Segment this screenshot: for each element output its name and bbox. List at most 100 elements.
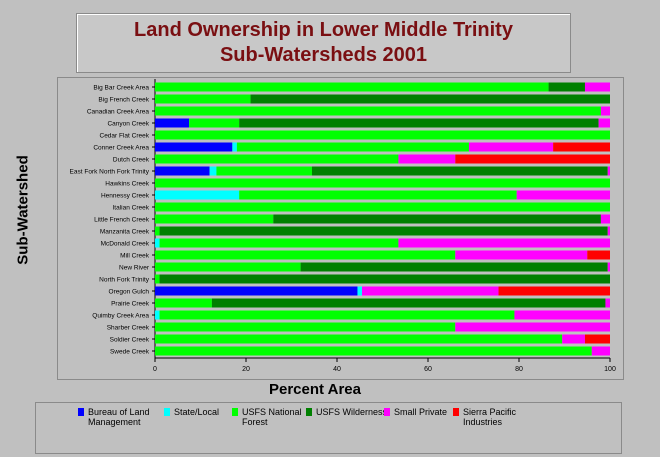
- bar-segment: [553, 142, 610, 152]
- x-tick-label: 80: [515, 366, 523, 373]
- category-label: Hawkins Creek: [105, 181, 149, 188]
- bar-segment: [607, 226, 610, 236]
- bar-segment: [598, 118, 610, 128]
- category-label: Big Bar Creek Area: [93, 85, 149, 92]
- bar-segment: [600, 106, 610, 116]
- legend-swatch: [164, 408, 170, 416]
- bar-segment: [159, 274, 611, 284]
- legend-label: State/Local: [174, 407, 220, 417]
- bar-segment: [239, 118, 599, 128]
- bar-segment: [398, 154, 456, 164]
- x-tick-label: 60: [424, 366, 432, 373]
- category-label: Prairie Creek: [111, 301, 150, 308]
- category-label: McDonald Creek: [101, 241, 150, 248]
- bar-segment: [584, 334, 610, 344]
- category-label: Mill Creek: [120, 253, 150, 260]
- bar-segment: [587, 250, 610, 260]
- bar-segment: [600, 214, 610, 224]
- category-label: Manzanita Creek: [100, 229, 150, 236]
- bar-segment: [155, 178, 610, 188]
- category-label: Oregon Gulch: [109, 289, 150, 296]
- bar-segment: [159, 310, 515, 320]
- legend-label: USFS Wilderness: [316, 407, 388, 417]
- bar-segment: [155, 250, 456, 260]
- x-tick-label: 0: [153, 366, 157, 373]
- category-label: Big French Creek: [98, 97, 149, 104]
- legend-label: Sierra Pacific Industries: [463, 407, 517, 427]
- bar-segment: [155, 142, 233, 152]
- category-label: Dutch Creek: [113, 157, 150, 164]
- bar-segment: [548, 82, 585, 92]
- category-label: Conner Creek Area: [93, 145, 149, 152]
- bar-segment: [159, 238, 399, 248]
- category-label: East Fork North Fork Trinity: [70, 169, 150, 176]
- bar-segment: [155, 106, 601, 116]
- y-axis-label-wrap: Sub-Watershed: [15, 155, 33, 264]
- bar-segment: [155, 274, 160, 284]
- bar-segment: [591, 346, 610, 356]
- legend-label: Small Private: [394, 407, 448, 417]
- bar-segment: [239, 190, 517, 200]
- bar-segment: [468, 142, 554, 152]
- bar-segment: [398, 238, 610, 248]
- bar-segment: [155, 130, 610, 140]
- bar-segment: [311, 166, 608, 176]
- bar-segment: [607, 262, 610, 272]
- bar-segment: [455, 154, 610, 164]
- legend-swatch: [232, 408, 238, 416]
- bar-segment: [232, 142, 237, 152]
- bar-segment: [455, 322, 610, 332]
- x-tick-label: 20: [242, 366, 250, 373]
- category-label: Cedar Flat Creek: [100, 133, 150, 140]
- bar-segment: [155, 310, 160, 320]
- legend-swatch: [384, 408, 390, 416]
- category-label: Quimby Creek Area: [92, 313, 149, 320]
- bar-segment: [155, 190, 240, 200]
- bar-segment: [155, 118, 190, 128]
- bar-segment: [250, 94, 611, 104]
- x-axis-label: Percent Area: [269, 381, 361, 398]
- category-label: Hennessy Creek: [101, 193, 150, 200]
- legend-swatch: [78, 408, 84, 416]
- bar-segment: [155, 226, 160, 236]
- bar-segment: [562, 334, 585, 344]
- category-label: Canadian Creek Area: [87, 109, 150, 116]
- category-label: Italian Creek: [113, 205, 150, 212]
- category-label: Canyon Creek: [107, 121, 149, 128]
- bar-segment: [584, 82, 610, 92]
- chart-title-line-1: Land Ownership in Lower Middle Trinity: [134, 19, 513, 41]
- category-label: North Fork Trinity: [99, 277, 150, 284]
- bar-segment: [516, 190, 610, 200]
- legend-label: USFS National Forest: [242, 407, 302, 427]
- bar-segment: [155, 94, 251, 104]
- x-tick-label: 100: [604, 366, 616, 373]
- bar-segment: [605, 298, 610, 308]
- category-label: Swede Creek: [110, 349, 150, 356]
- bar-segment: [155, 286, 358, 296]
- bar-segment: [357, 286, 363, 296]
- chart-title-box: Land Ownership in Lower Middle Trinity S…: [76, 13, 571, 73]
- category-label: New River: [119, 265, 150, 272]
- bar-segment: [155, 346, 592, 356]
- bar-segment: [155, 82, 549, 92]
- bar-segment: [155, 262, 301, 272]
- bar-segment: [155, 202, 610, 212]
- bar-segment: [216, 166, 312, 176]
- bar-segment: [607, 166, 610, 176]
- bar-segment: [155, 298, 212, 308]
- bar-segment: [155, 214, 274, 224]
- legend-label: Bureau of Land Management: [88, 407, 150, 427]
- bar-segment: [236, 142, 469, 152]
- legend: Bureau of Land Management State/Local USFS…: [35, 402, 622, 454]
- category-label: Little French Creek: [94, 217, 150, 224]
- legend-swatch: [453, 408, 459, 416]
- bar-segment: [362, 286, 499, 296]
- bar-segment: [209, 166, 217, 176]
- chart-title-line-2: Sub-Watersheds 2001: [219, 44, 428, 66]
- bar-segment: [211, 298, 606, 308]
- bar-segment: [155, 334, 563, 344]
- bar-segment: [159, 226, 608, 236]
- bar-segment: [455, 250, 588, 260]
- bar-segment: [155, 238, 160, 248]
